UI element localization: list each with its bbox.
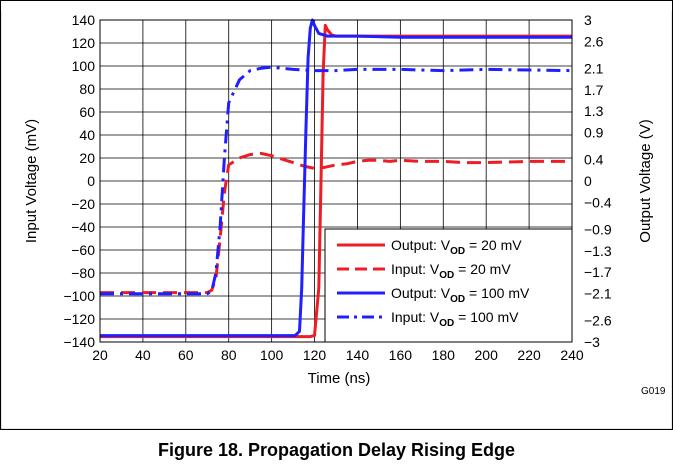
right-y-tick-label: −3 (584, 334, 600, 350)
left-y-tick-label: −120 (63, 311, 95, 327)
series-line-2 (100, 151, 572, 295)
left-y-tick-label: −40 (71, 219, 95, 235)
legend-label: Output: VOD = 20 mV (391, 237, 522, 257)
right-y-tick-label: 3 (584, 12, 592, 28)
x-tick-label: 60 (178, 347, 194, 363)
series-line-4 (100, 65, 573, 296)
x-tick-label: 80 (221, 347, 237, 363)
x-tick-label: 20 (92, 347, 108, 363)
right-y-tick-label: 1.3 (584, 103, 604, 119)
left-y-tick-label: 40 (79, 127, 95, 143)
right-y-tick-labels: 3 2.6 2.1 1.7 1.3 0.9 0.4 0 −0.4 −0.9 −1.3 −1.7 −2.1… (584, 12, 612, 350)
x-tick-label: 100 (260, 347, 284, 363)
x-tick-label: 200 (475, 347, 499, 363)
figure-caption: Figure 18. Propagation Delay Rising Edge (157, 440, 516, 460)
x-tick-label: 240 (560, 347, 584, 363)
chart: 20 40 60 80 100 120 140 160 180 200 220 240 1401201… (0, 0, 673, 430)
left-y-tick-label: 20 (79, 150, 95, 166)
legend-label: Input: VOD = 20 mV (391, 261, 511, 281)
left-y-tick-label: −20 (71, 196, 95, 212)
x-tick-label: 140 (346, 347, 370, 363)
left-y-tick-label: 120 (72, 35, 96, 51)
right-y-axis-label: Output Voltage (V) (637, 119, 654, 242)
left-y-tick-label: 60 (79, 104, 95, 120)
left-y-tick-label: 0 (87, 173, 95, 189)
left-y-tick-label: 100 (72, 58, 96, 74)
x-axis-label: Time (ns) (308, 370, 371, 387)
left-y-tick-label: 80 (79, 81, 95, 97)
chart-title-band (1, 1, 672, 11)
x-tick-label: 120 (303, 347, 327, 363)
legend: Output: VOD = 20 mV Input: VOD = 20 mV Out… (324, 228, 573, 343)
right-y-tick-label: 0.9 (584, 125, 604, 141)
right-y-tick-label: −0.4 (584, 194, 612, 210)
right-y-tick-label: −2.6 (584, 313, 612, 329)
left-y-tick-label: −80 (71, 265, 95, 281)
left-y-tick-labels: 140 120 100 80 60 40 20 0 −20 −40 −60 −80 −100 −120 −1… (63, 12, 95, 350)
right-y-tick-label: 0.4 (584, 152, 604, 168)
right-y-tick-label: 2.1 (584, 60, 604, 76)
x-tick-label: 180 (432, 347, 456, 363)
x-tick-label: 40 (135, 347, 151, 363)
left-y-tick-label: −60 (71, 242, 95, 258)
x-tick-labels: 20 40 60 80 100 120 140 160 180 200 220 240 (92, 347, 584, 363)
right-y-tick-label: 2.6 (584, 33, 604, 49)
right-y-tick-label: −1.3 (584, 243, 612, 259)
legend-label: Input: VOD = 100 mV (391, 309, 519, 329)
legend-box (324, 228, 573, 343)
right-y-tick-label: −2.1 (584, 286, 612, 302)
x-tick-label: 160 (389, 347, 413, 363)
right-y-tick-label: −1.7 (584, 264, 612, 280)
legend-label: Output: VOD = 100 mV (391, 285, 530, 305)
left-y-tick-label: −100 (63, 288, 95, 304)
left-y-tick-label: −140 (63, 334, 95, 350)
x-tick-label: 220 (517, 347, 541, 363)
right-y-tick-label: 1.7 (584, 82, 604, 98)
right-y-tick-label: 0 (584, 173, 592, 189)
figure-id: G019 (641, 386, 666, 397)
left-y-axis-label: Input Voltage (mV) (23, 119, 40, 243)
right-y-tick-label: −0.9 (584, 221, 612, 237)
left-y-tick-label: 140 (72, 12, 96, 28)
